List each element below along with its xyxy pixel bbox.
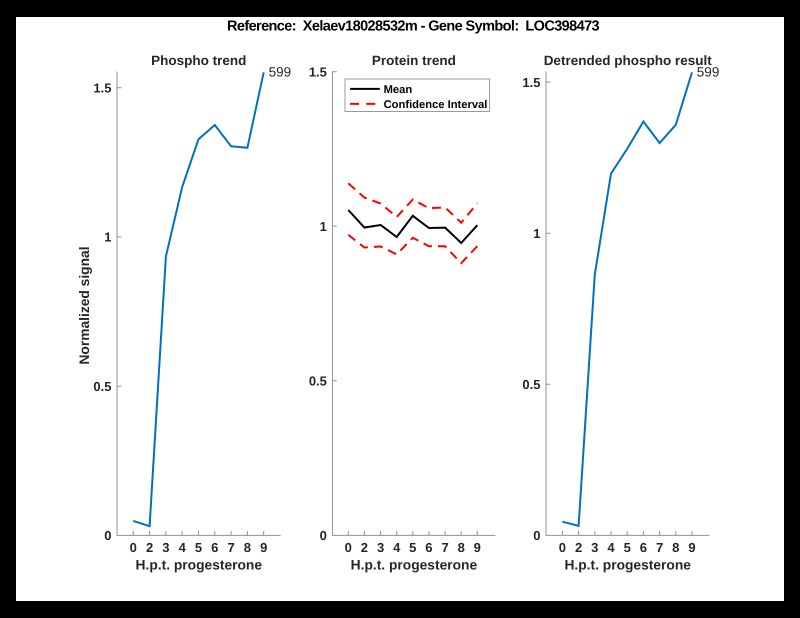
svg-text:0: 0	[345, 540, 352, 555]
svg-text:6: 6	[425, 540, 432, 555]
svg-text:H.p.t. progesterone: H.p.t. progesterone	[351, 558, 478, 573]
svg-text:5: 5	[624, 540, 631, 555]
svg-text:Detrended phospho result: Detrended phospho result	[544, 53, 713, 68]
svg-text:599: 599	[697, 65, 720, 80]
svg-text:8: 8	[672, 540, 679, 555]
svg-text:1: 1	[320, 219, 327, 234]
svg-text:4: 4	[393, 540, 401, 555]
svg-text:599: 599	[269, 65, 292, 80]
svg-text:2: 2	[575, 540, 582, 555]
svg-text:2: 2	[146, 540, 153, 555]
svg-text:6: 6	[211, 540, 218, 555]
svg-text:1.5: 1.5	[522, 75, 540, 90]
svg-text:4: 4	[179, 540, 187, 555]
svg-text:0: 0	[104, 528, 111, 543]
svg-text:0: 0	[559, 540, 566, 555]
svg-text:H.p.t. progesterone: H.p.t. progesterone	[564, 558, 691, 573]
svg-text:8: 8	[458, 540, 465, 555]
svg-text:6: 6	[640, 540, 647, 555]
svg-text:5: 5	[195, 540, 202, 555]
svg-text:9: 9	[688, 540, 695, 555]
svg-text:1: 1	[533, 226, 540, 241]
svg-text:4: 4	[607, 540, 615, 555]
svg-text:3: 3	[377, 540, 384, 555]
svg-text:Mean: Mean	[384, 84, 413, 96]
svg-text:3: 3	[162, 540, 169, 555]
svg-text:Normalized signal: Normalized signal	[77, 246, 92, 364]
svg-text:7: 7	[441, 540, 448, 555]
svg-text:0.5: 0.5	[522, 377, 540, 392]
svg-text:9: 9	[474, 540, 481, 555]
svg-text:2: 2	[361, 540, 368, 555]
svg-text:8: 8	[244, 540, 251, 555]
svg-text:Reference: Xelaev18028532m -: Reference: Xelaev18028532m - Gene Symbol…	[227, 19, 600, 35]
svg-text:1.5: 1.5	[93, 81, 111, 96]
svg-text:0: 0	[533, 528, 540, 543]
svg-text:9: 9	[260, 540, 267, 555]
svg-text:0: 0	[320, 528, 327, 543]
svg-text:H.p.t. progesterone: H.p.t. progesterone	[136, 558, 263, 573]
svg-text:0.5: 0.5	[309, 374, 327, 389]
svg-text:0: 0	[130, 540, 137, 555]
svg-text:Phospho trend: Phospho trend	[151, 53, 246, 68]
svg-text:3: 3	[591, 540, 598, 555]
svg-text:5: 5	[409, 540, 416, 555]
svg-text:7: 7	[227, 540, 234, 555]
svg-text:Protein trend: Protein trend	[372, 53, 456, 68]
svg-text:0.5: 0.5	[93, 379, 111, 394]
svg-text:1: 1	[104, 230, 111, 245]
svg-text:7: 7	[656, 540, 663, 555]
svg-text:Confidence Interval: Confidence Interval	[384, 99, 488, 111]
svg-text:1.5: 1.5	[309, 65, 327, 80]
